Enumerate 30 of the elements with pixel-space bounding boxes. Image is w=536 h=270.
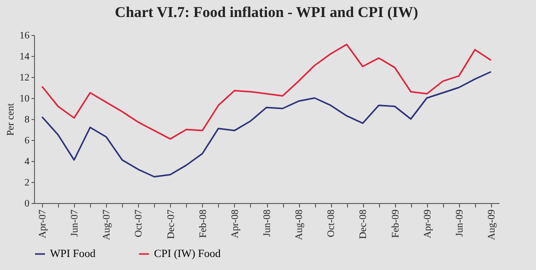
x-tick-label: Dec-08 — [358, 210, 370, 239]
y-tick-label: 8 — [24, 114, 30, 126]
y-axis-title: Per cent — [6, 103, 16, 136]
y-tick-label: 12 — [20, 72, 30, 84]
y-tick-label: 0 — [24, 198, 30, 210]
line-series — [41, 71, 492, 178]
y-tick-label: 16 — [20, 30, 30, 42]
y-tick-label: 14 — [20, 52, 30, 62]
chart-title: Chart VI.7: Food inflation - WPI and CPI (IW) — [114, 5, 418, 21]
y-tick-label: 2 — [24, 178, 30, 188]
x-tick-label: Aug-08 — [294, 210, 306, 240]
legend-label: CPI (IW) Food — [154, 248, 222, 260]
x-tick-label: Jun-09 — [454, 210, 466, 237]
y-tick-label: 6 — [24, 136, 30, 146]
x-tick-label: Dec-07 — [166, 210, 177, 239]
x-tick-label: Oct-08 — [326, 210, 338, 238]
y-tick-label: 4 — [24, 156, 30, 168]
x-tick-label: Aug-07 — [102, 210, 113, 240]
x-tick-label: Aug-09 — [486, 210, 498, 240]
x-tick-label: Feb-09 — [390, 210, 402, 238]
x-tick-label: Apr-07 — [38, 210, 49, 238]
legend-label: WPI Food — [50, 248, 96, 260]
line-series — [41, 44, 492, 140]
x-tick-label: Jun-07 — [70, 210, 81, 237]
y-tick-label: 10 — [20, 94, 30, 104]
x-tick-label: Apr-09 — [422, 210, 434, 238]
x-tick-label: Feb-08 — [198, 210, 209, 238]
x-tick-label: Jun-08 — [262, 210, 273, 237]
x-tick-label: Oct-07 — [134, 210, 145, 238]
x-tick-label: Apr-08 — [230, 210, 241, 238]
